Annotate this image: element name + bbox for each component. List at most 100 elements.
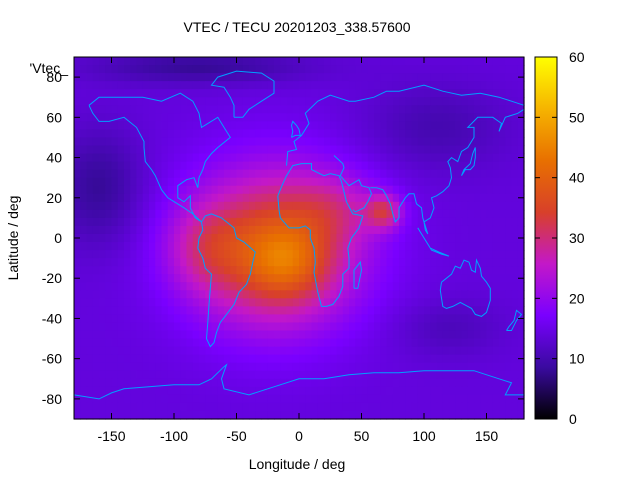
- heatmap-cell: [511, 137, 519, 147]
- heatmap-cell: [105, 266, 113, 275]
- heatmap-cell: [480, 65, 488, 74]
- heatmap-cell: [124, 298, 131, 307]
- heatmap-cell: [130, 97, 138, 106]
- heatmap-cell: [299, 177, 306, 187]
- heatmap-cell: [405, 378, 413, 388]
- heatmap-cell: [242, 402, 250, 412]
- heatmap-cell: [517, 177, 525, 187]
- heatmap-cell: [511, 298, 519, 307]
- heatmap-cell: [255, 338, 263, 348]
- heatmap-cell: [474, 153, 481, 163]
- heatmap-cell: [255, 225, 263, 235]
- heatmap-cell: [274, 330, 281, 340]
- heatmap-cell: [242, 298, 250, 307]
- heatmap-cell: [174, 410, 181, 420]
- heatmap-cell: [486, 394, 494, 404]
- heatmap-cell: [361, 81, 369, 90]
- heatmap-cell: [342, 129, 350, 139]
- heatmap-cell: [324, 121, 331, 130]
- heatmap-cell: [199, 362, 206, 372]
- heatmap-cell: [86, 97, 94, 106]
- heatmap-cell: [211, 362, 219, 372]
- heatmap-cell: [192, 354, 200, 364]
- heatmap-cell: [155, 225, 163, 235]
- heatmap-cell: [461, 394, 469, 404]
- heatmap-cell: [186, 169, 194, 179]
- heatmap-cell: [499, 346, 506, 356]
- heatmap-cell: [174, 314, 181, 324]
- heatmap-cell: [180, 258, 188, 267]
- heatmap-cell: [99, 258, 106, 267]
- heatmap-cell: [405, 394, 413, 404]
- heatmap-cell: [505, 169, 513, 179]
- heatmap-cell: [505, 129, 513, 139]
- heatmap-cell: [286, 185, 294, 195]
- heatmap-cell: [230, 129, 238, 139]
- heatmap-cell: [236, 402, 244, 412]
- heatmap-cell: [461, 306, 469, 316]
- heatmap-cell: [336, 121, 344, 130]
- heatmap-cell: [436, 161, 444, 171]
- heatmap-cell: [430, 105, 438, 114]
- heatmap-cell: [117, 105, 125, 114]
- heatmap-cell: [161, 306, 169, 316]
- heatmap-cell: [261, 298, 269, 307]
- heatmap-cell: [142, 185, 150, 195]
- heatmap-cell: [392, 81, 400, 90]
- heatmap-cell: [117, 193, 125, 203]
- heatmap-cell: [442, 378, 450, 388]
- heatmap-cell: [330, 113, 338, 122]
- heatmap-cell: [111, 113, 119, 122]
- heatmap-cell: [167, 258, 175, 267]
- heatmap-cell: [274, 129, 281, 139]
- heatmap-cell: [242, 81, 250, 90]
- heatmap-cell: [336, 274, 344, 283]
- heatmap-cell: [136, 330, 144, 340]
- heatmap-cell: [511, 266, 519, 275]
- heatmap-cell: [174, 57, 181, 66]
- heatmap-cell: [286, 57, 294, 66]
- heatmap-cell: [249, 73, 256, 82]
- heatmap-cell: [117, 73, 125, 82]
- heatmap-cell: [117, 65, 125, 74]
- heatmap-cell: [92, 169, 100, 179]
- heatmap-cell: [430, 274, 438, 283]
- heatmap-cell: [411, 89, 419, 98]
- heatmap-cell: [105, 201, 113, 211]
- heatmap-cell: [155, 410, 163, 420]
- heatmap-cell: [405, 129, 413, 139]
- heatmap-cell: [449, 402, 456, 412]
- heatmap-cell: [274, 233, 281, 243]
- heatmap-cell: [86, 314, 94, 324]
- heatmap-cell: [105, 258, 113, 267]
- heatmap-cell: [405, 209, 413, 219]
- heatmap-cell: [105, 354, 113, 364]
- heatmap-cell: [99, 394, 106, 404]
- heatmap-cell: [511, 105, 519, 114]
- y-tick-label: -20: [42, 270, 62, 286]
- heatmap-cell: [255, 250, 263, 259]
- heatmap-cell: [517, 169, 525, 179]
- heatmap-cell: [255, 65, 263, 74]
- heatmap-cell: [92, 378, 100, 388]
- heatmap-cell: [136, 89, 144, 98]
- heatmap-cell: [155, 338, 163, 348]
- heatmap-cell: [286, 378, 294, 388]
- heatmap-cell: [392, 209, 400, 219]
- heatmap-cell: [317, 81, 325, 90]
- heatmap-cell: [236, 145, 244, 155]
- heatmap-cell: [399, 242, 406, 251]
- heatmap-cell: [136, 274, 144, 283]
- heatmap-cell: [155, 314, 163, 324]
- heatmap-cell: [192, 161, 200, 171]
- heatmap-cell: [80, 306, 88, 316]
- heatmap-cell: [130, 209, 138, 219]
- heatmap-cell: [424, 209, 431, 219]
- heatmap-cell: [455, 137, 463, 147]
- heatmap-cell: [205, 129, 213, 139]
- heatmap-cell: [199, 105, 206, 114]
- heatmap-cell: [367, 242, 375, 251]
- heatmap-cell: [342, 185, 350, 195]
- heatmap-cell: [261, 410, 269, 420]
- heatmap-cell: [411, 290, 419, 299]
